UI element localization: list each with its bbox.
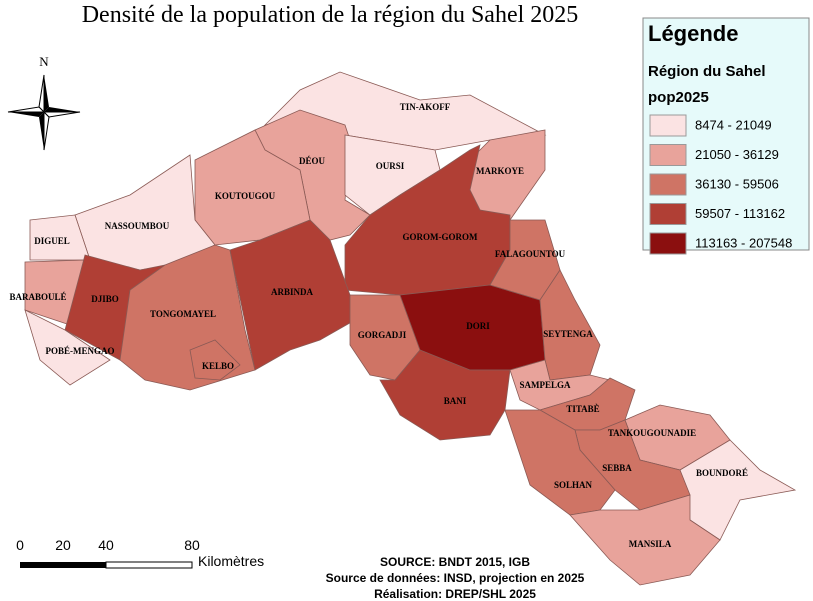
commune-area (24, 309, 111, 386)
commune-label: TONGOMAYEL (150, 309, 216, 319)
legend: Légende Région du Sahel pop2025 8474 - 2… (642, 17, 810, 255)
legend-field: pop2025 (648, 89, 709, 106)
commune-area (504, 409, 616, 516)
legend-swatch (649, 203, 687, 225)
legend-swatch (649, 114, 687, 137)
scale-label: 40 (98, 537, 114, 553)
legend-layer: Région du Sahel (648, 63, 766, 80)
commune-label: BARABOULÉ (9, 292, 66, 302)
north-label: N (39, 54, 49, 69)
commune-label: TANKOUGOUNADIE (608, 428, 696, 438)
commune-label: ARBINDA (271, 287, 314, 297)
commune-area (189, 339, 241, 381)
legend-swatch (649, 232, 687, 255)
commune-label: MARKOYE (476, 166, 524, 176)
commune-label: DORI (466, 321, 490, 331)
communes (24, 71, 797, 586)
commune-label: POBÉ-MENGAO (46, 346, 115, 356)
legend-label: 59507 - 113162 (695, 206, 785, 221)
source-line: SOURCE: BNDT 2015, IGB (380, 555, 530, 569)
source-line: Source de données: INSD, projection en 2… (326, 571, 585, 585)
commune-label: SAMPELGA (519, 380, 571, 390)
legend-label: 113163 - 207548 (695, 235, 792, 250)
commune-label: SOLHAN (554, 480, 593, 490)
legend-swatch (649, 144, 687, 166)
commune-label: DJIBO (91, 294, 119, 304)
legend-label: 21050 - 36129 (695, 147, 779, 162)
commune-label: BANI (444, 396, 467, 406)
source-line: Réalisation: DREP/SHL 2025 (374, 587, 536, 601)
commune-label: TIN-AKOFF (400, 102, 451, 112)
legend-title: Légende (648, 21, 738, 46)
scale-bar: 0 20 40 80 Kilomètres (16, 537, 264, 569)
commune-label: GOROM-GOROM (403, 232, 478, 242)
commune-label: FALAGOUNTOU (495, 249, 566, 259)
commune-label: DIGUEL (34, 236, 70, 246)
legend-swatch (649, 173, 687, 196)
commune-label: SEYTENGA (543, 329, 593, 339)
scale-unit: Kilomètres (198, 553, 264, 569)
commune-label: BOUNDORÉ (696, 468, 748, 478)
commune-label: KOUTOUGOU (215, 191, 276, 201)
north-arrow: N (7, 54, 81, 151)
scale-label: 80 (184, 537, 200, 553)
commune-label: KELBO (202, 361, 234, 371)
commune-area (569, 494, 721, 586)
commune-labels: TIN-AKOFF DÉOU OURSI MARKOYE GOROM-GOROM… (9, 102, 748, 549)
commune-label: SEBBA (602, 463, 632, 473)
commune-area (379, 349, 511, 441)
scale-label: 0 (16, 537, 24, 553)
map-title: Densité de la population de la région du… (82, 2, 579, 28)
scale-label: 20 (55, 537, 71, 553)
commune-label: OURSI (376, 161, 405, 171)
legend-label: 8474 - 21049 (695, 117, 772, 132)
commune-label: MANSILA (629, 539, 672, 549)
commune-area (74, 154, 216, 271)
commune-label: DÉOU (299, 156, 326, 166)
commune-label: GORGADJI (358, 330, 407, 340)
legend-label: 36130 - 59506 (695, 176, 779, 191)
commune-area (539, 269, 601, 381)
commune-label: TITABÈ (566, 404, 599, 414)
commune-label: NASSOUMBOU (105, 221, 170, 231)
